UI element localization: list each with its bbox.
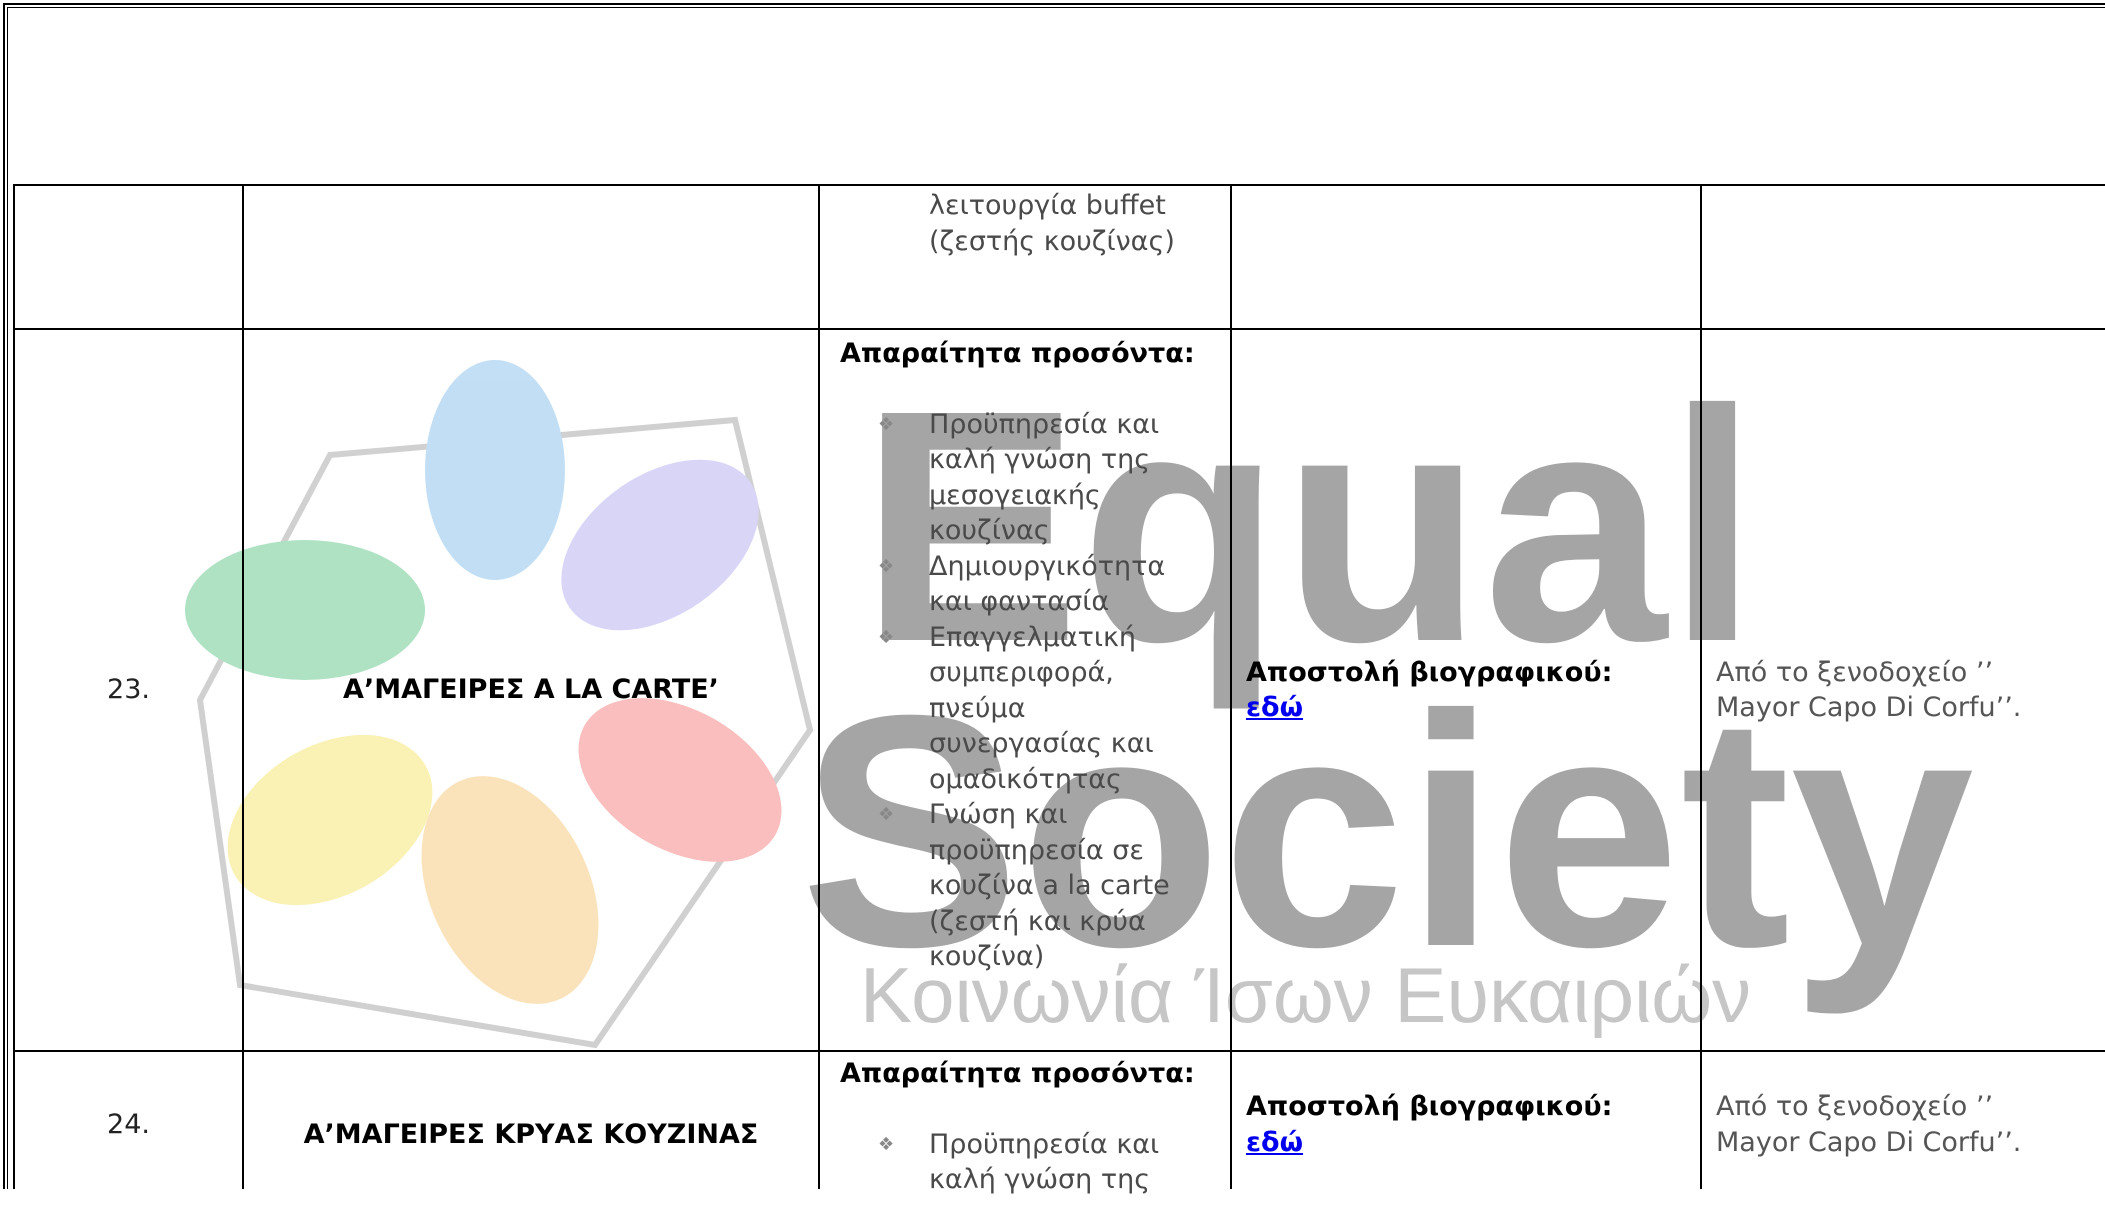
frame-line xyxy=(3,3,2105,5)
row-line xyxy=(13,1050,2105,1052)
column-line xyxy=(13,184,15,1189)
column-line xyxy=(1230,184,1232,1189)
row-line xyxy=(13,328,2105,330)
requirements-heading: Απαραίτητα προσόντα: xyxy=(840,1058,1195,1089)
requirement-item: Δημιουργικότητα και φαντασία xyxy=(878,549,1204,620)
row-line xyxy=(13,184,2105,186)
requirements: Απαραίτητα προσόντα: Προϋπηρεσία και καλ… xyxy=(840,336,1220,975)
requirement-item: Προϋπηρεσία και καλή γνώση της xyxy=(878,1127,1204,1198)
position-title: Α’ΜΑΓΕΙΡΕΣ ΚΡΥΑΣ ΚΟΥΖΙΝΑΣ xyxy=(244,1052,818,1217)
column-line xyxy=(1700,184,1702,1189)
application-label: Αποστολή βιογραφικού: xyxy=(1246,656,1613,688)
position-title-text: Α’ΜΑΓΕΙΡΕΣ A LA CARTE’ xyxy=(343,674,719,706)
position-title: Α’ΜΑΓΕΙΡΕΣ A LA CARTE’ xyxy=(244,330,818,1050)
requirement-item: Γνώση και προϋπηρεσία σε κουζίνα a la ca… xyxy=(878,797,1204,975)
application: Αποστολή βιογραφικού: εδώ xyxy=(1246,1052,1700,1197)
logo xyxy=(185,360,814,1049)
row-number-text: 23. xyxy=(107,674,150,706)
source-text: Από το ξενοδοχείο ’’ Mayor Capo Di Corfu… xyxy=(1716,1091,2022,1158)
requirements-list: Προϋπηρεσία και καλή γνώση της μεσογειακ… xyxy=(878,407,1204,975)
frame-line xyxy=(7,7,8,1189)
source: Από το ξενοδοχείο ’’ Mayor Capo Di Corfu… xyxy=(1716,1052,2066,1197)
position-title-text: Α’ΜΑΓΕΙΡΕΣ ΚΡΥΑΣ ΚΟΥΖΙΝΑΣ xyxy=(303,1118,759,1150)
application-label: Αποστολή βιογραφικού: xyxy=(1246,1091,1613,1122)
requirement-item: Προϋπηρεσία και καλή γνώση της μεσογειακ… xyxy=(878,407,1204,549)
requirements-continued: λειτουργία buffet (ζεστής κουζίνας) xyxy=(929,190,1175,257)
page: Job listings html, body { margin: 0; pad… xyxy=(0,0,2105,1189)
application-block: Αποστολή βιογραφικού: εδώ xyxy=(1246,1089,1612,1160)
application-block: Αποστολή βιογραφικού: εδώ xyxy=(1246,655,1612,726)
source: Από το ξενοδοχείο ’’ Mayor Capo Di Corfu… xyxy=(1716,330,2066,1050)
column-line xyxy=(242,184,244,1189)
source-text: Από το ξενοδοχείο ’’ Mayor Capo Di Corfu… xyxy=(1716,656,2022,724)
application: Αποστολή βιογραφικού: εδώ xyxy=(1246,330,1700,1050)
requirements-heading: Απαραίτητα προσόντα: xyxy=(840,338,1195,369)
row-number: 23. xyxy=(15,330,242,1050)
frame-line xyxy=(7,7,2105,8)
row-number-text: 24. xyxy=(107,1108,150,1140)
application-link[interactable]: εδώ xyxy=(1246,692,1304,723)
row-number: 24. xyxy=(15,1052,242,1197)
application-link[interactable]: εδώ xyxy=(1246,1126,1304,1158)
requirements: Απαραίτητα προσόντα: Προϋπηρεσία και καλ… xyxy=(840,1056,1220,1198)
document: Equal Society Κοινωνία Ίσων Ευκαιριών λε… xyxy=(0,0,2105,1189)
frame-line xyxy=(3,3,5,1189)
requirement-item: Επαγγελματική συμπεριφορά, πνεύμα συνεργ… xyxy=(878,620,1204,798)
requirements-list: Προϋπηρεσία και καλή γνώση της xyxy=(878,1127,1204,1198)
column-line xyxy=(818,184,820,1189)
